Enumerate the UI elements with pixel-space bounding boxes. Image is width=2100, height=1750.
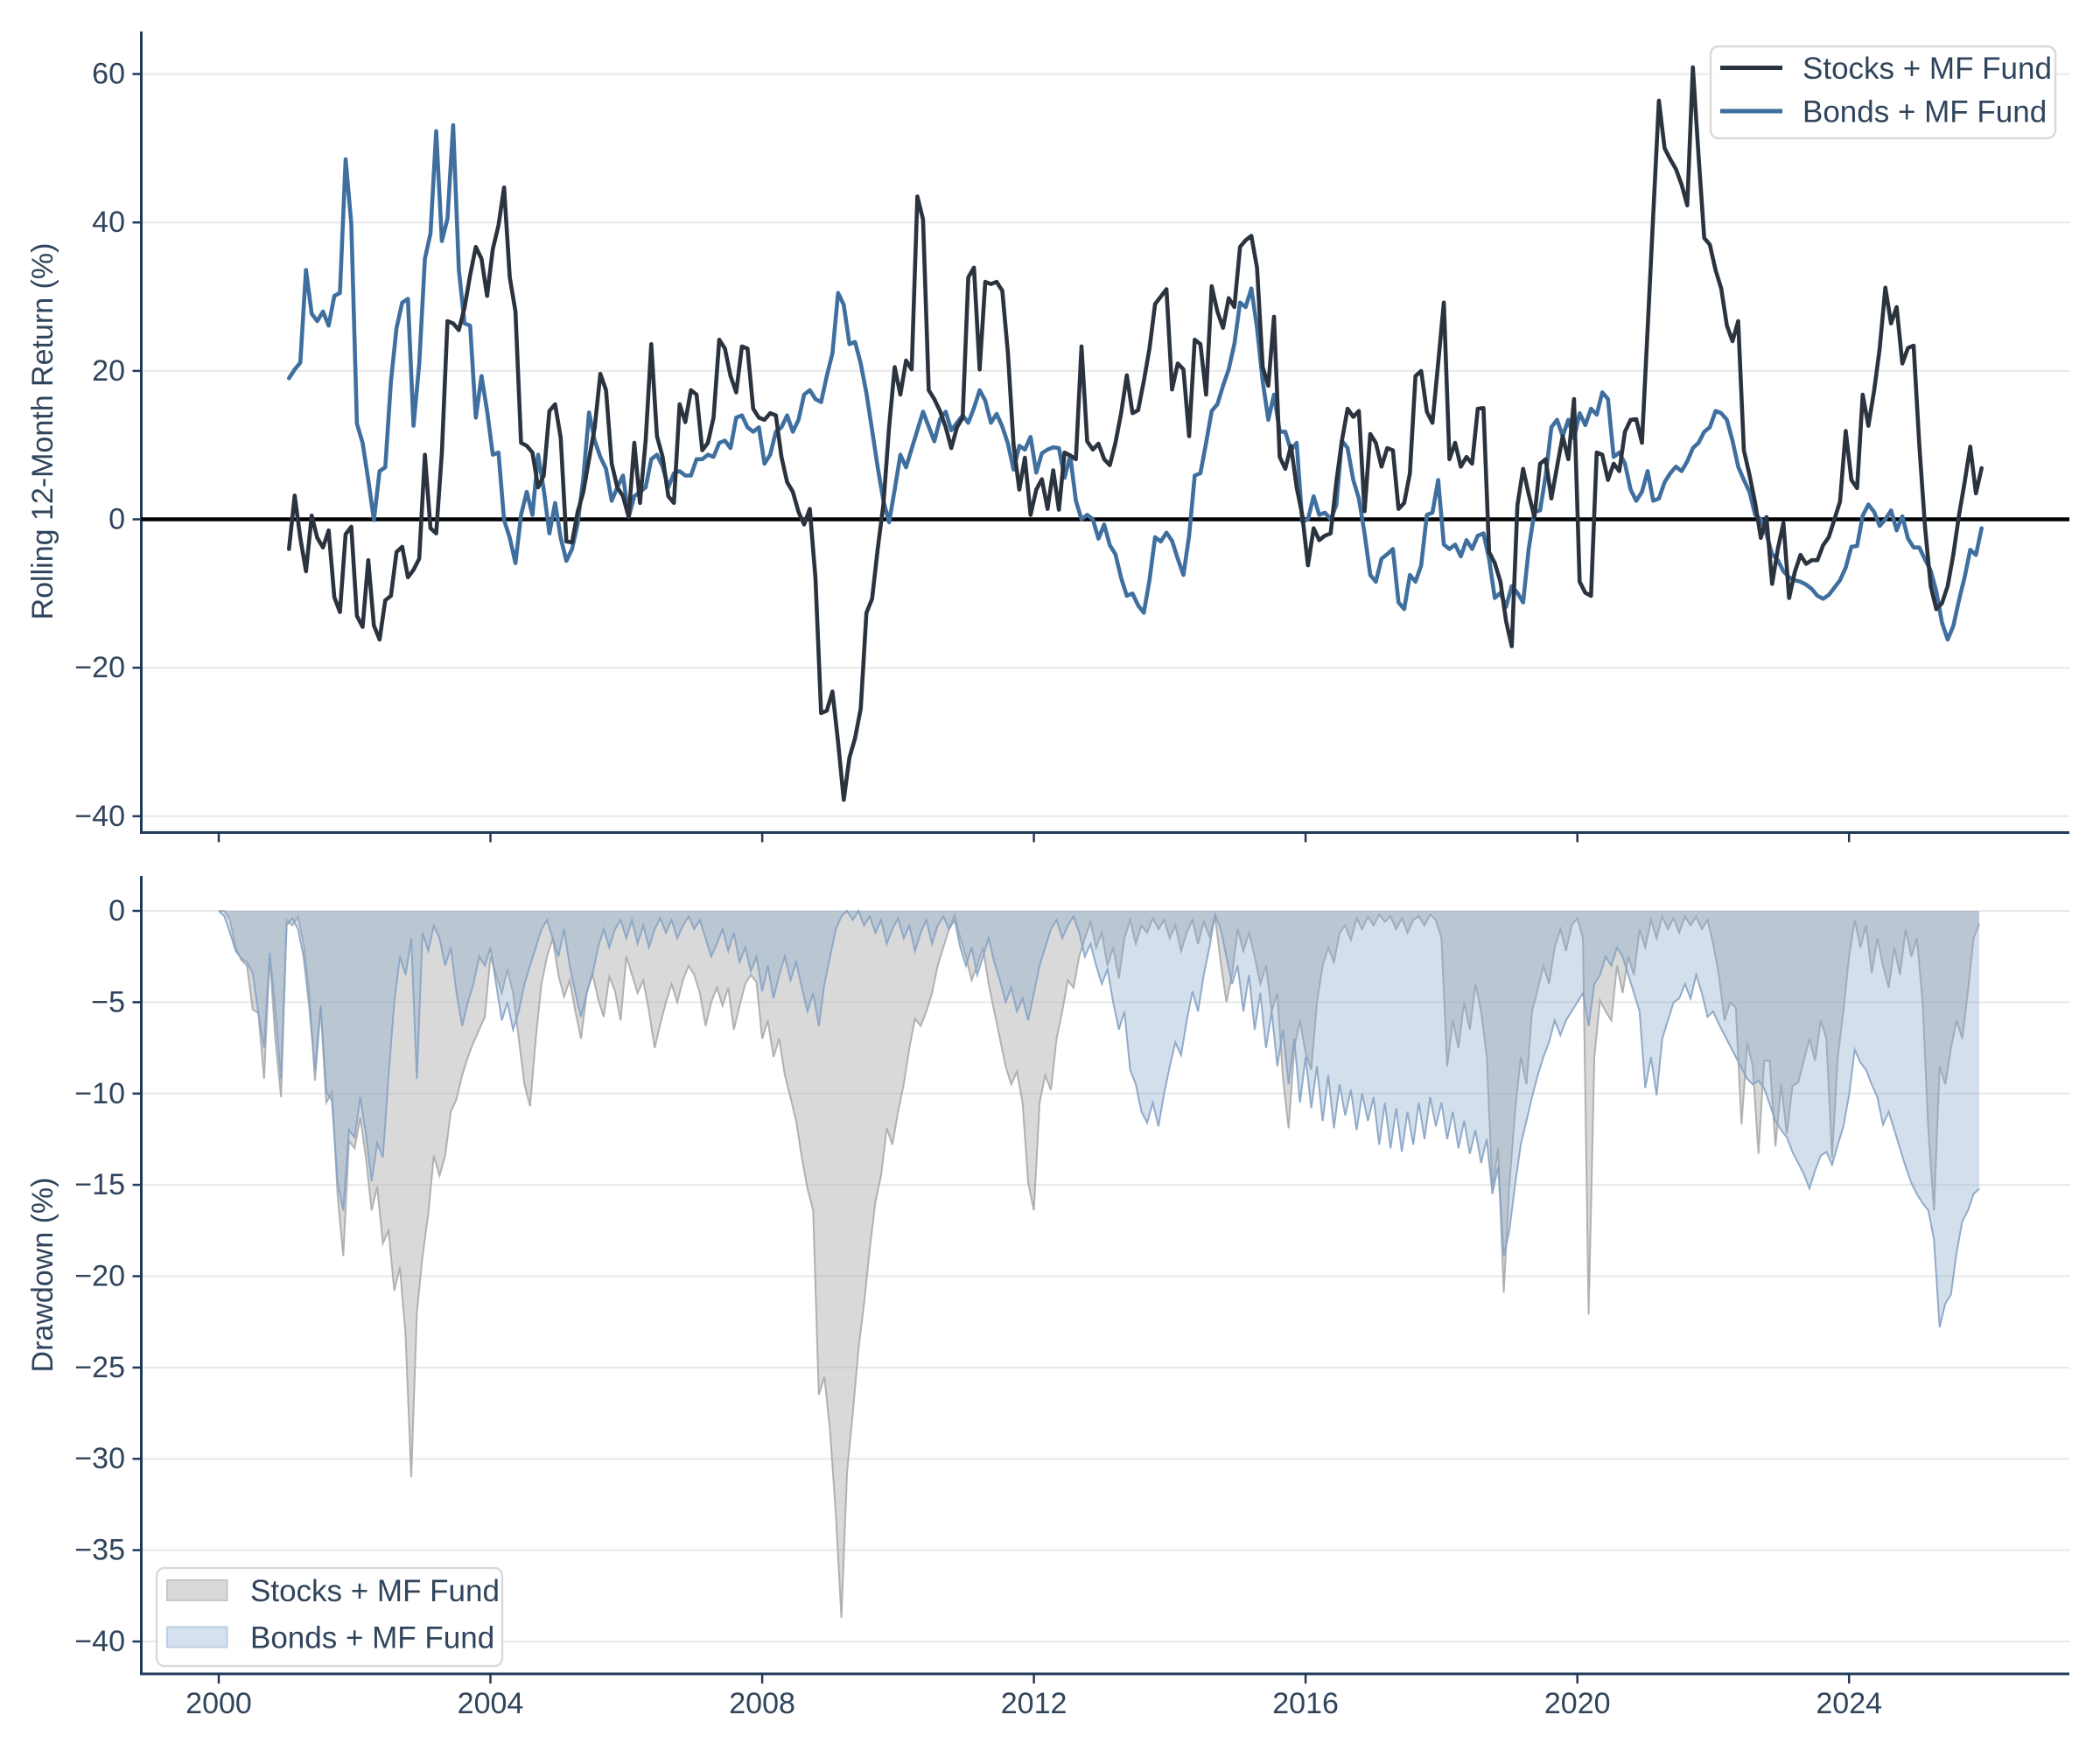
svg-text:2016: 2016 bbox=[1272, 1687, 1339, 1720]
svg-text:Rolling 12-Month Return (%): Rolling 12-Month Return (%) bbox=[26, 243, 60, 620]
svg-text:2000: 2000 bbox=[186, 1687, 252, 1720]
svg-text:Drawdown (%): Drawdown (%) bbox=[26, 1178, 60, 1373]
svg-text:40: 40 bbox=[92, 206, 125, 239]
svg-text:−15: −15 bbox=[74, 1168, 125, 1201]
svg-text:−5: −5 bbox=[91, 985, 125, 1018]
svg-text:−20: −20 bbox=[74, 651, 125, 684]
svg-text:Bonds + MF Fund: Bonds + MF Fund bbox=[1802, 95, 2047, 130]
svg-text:−10: −10 bbox=[74, 1077, 125, 1110]
svg-text:0: 0 bbox=[108, 894, 125, 928]
svg-text:−25: −25 bbox=[74, 1351, 125, 1384]
svg-text:−40: −40 bbox=[74, 800, 125, 833]
svg-text:2008: 2008 bbox=[729, 1687, 795, 1720]
svg-text:2004: 2004 bbox=[458, 1687, 524, 1720]
svg-text:20: 20 bbox=[92, 354, 125, 388]
svg-text:−40: −40 bbox=[74, 1625, 125, 1658]
svg-text:−30: −30 bbox=[74, 1442, 125, 1475]
svg-text:60: 60 bbox=[92, 58, 125, 91]
svg-text:Stocks + MF Fund: Stocks + MF Fund bbox=[250, 1574, 500, 1608]
svg-text:0: 0 bbox=[108, 503, 125, 536]
svg-text:−35: −35 bbox=[74, 1534, 125, 1567]
svg-text:−20: −20 bbox=[74, 1260, 125, 1293]
svg-text:2012: 2012 bbox=[1001, 1687, 1068, 1720]
svg-text:2020: 2020 bbox=[1544, 1687, 1611, 1720]
svg-text:Bonds + MF Fund: Bonds + MF Fund bbox=[250, 1621, 494, 1656]
svg-text:2024: 2024 bbox=[1816, 1687, 1882, 1720]
svg-text:Stocks + MF Fund: Stocks + MF Fund bbox=[1802, 52, 2052, 86]
